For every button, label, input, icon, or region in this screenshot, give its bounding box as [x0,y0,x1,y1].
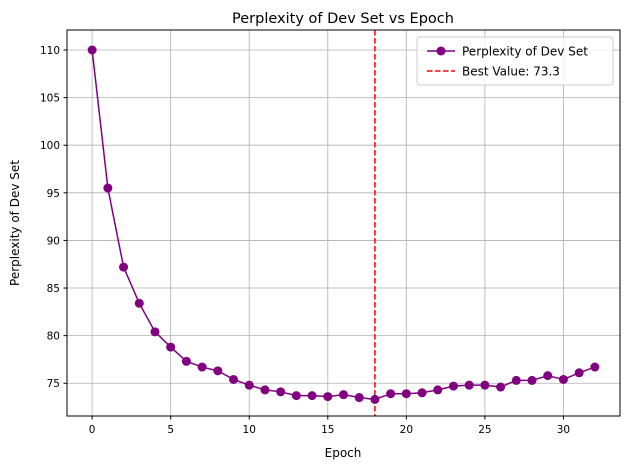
data-point [197,362,207,372]
y-tick-label: 110 [40,45,60,57]
x-tick-label: 25 [478,424,491,436]
y-axis-label: Perplexity of Dev Set [8,160,22,286]
y-tick-label: 75 [47,378,60,390]
data-point [527,375,537,385]
x-tick-label: 5 [167,424,174,436]
x-tick-label: 15 [321,424,334,436]
grid [67,30,620,416]
y-tick-label: 90 [47,235,60,247]
data-point [291,391,301,401]
data-point [103,183,113,193]
y-tick-label: 80 [47,331,60,343]
y-tick-label: 105 [40,93,60,105]
x-axis-label: Epoch [325,446,362,460]
data-point [354,393,364,403]
data-point [464,380,474,390]
ticks: 0 5 10 15 20 25 30 75 80 85 90 95 100 105 110 [40,45,570,436]
data-point [401,389,411,399]
data-point [244,380,254,390]
data-point [339,390,348,400]
data-point [480,380,490,390]
data-point [386,389,396,399]
legend: Perplexity of Dev Set Best Value: 73.3 [416,36,614,86]
legend-box [416,36,614,86]
data-point [511,375,521,385]
data-point [166,342,176,352]
data-point [323,392,333,402]
data-point [574,368,584,378]
data-point [307,391,317,401]
data-point [448,381,458,391]
legend-series-label: Perplexity of Dev Set [462,45,588,59]
y-tick-label: 95 [47,188,60,200]
x-tick-label: 0 [89,424,96,436]
data-point [417,388,427,398]
legend-vline-label: Best Value: 73.3 [462,65,560,79]
data-point [229,374,239,384]
chart-title: Perplexity of Dev Set vs Epoch [232,11,454,27]
y-tick-label: 100 [40,140,60,152]
data-point [213,366,223,376]
data-point [433,385,443,395]
data-point [134,298,144,308]
data-point [276,387,286,397]
data-point [181,356,191,366]
data-point [87,45,97,55]
x-tick-label: 30 [557,424,570,436]
x-tick-label: 10 [243,424,256,436]
data-point [543,371,553,381]
series-points [87,45,600,404]
plot-frame [66,29,621,417]
data-point [260,385,270,395]
data-point [119,262,129,272]
legend-series-marker [436,46,446,56]
data-point [590,362,600,372]
data-point [496,382,506,392]
x-tick-label: 20 [400,424,413,436]
y-tick-label: 85 [47,283,60,295]
data-point [370,394,380,404]
data-point [558,374,568,384]
data-point [150,327,160,337]
